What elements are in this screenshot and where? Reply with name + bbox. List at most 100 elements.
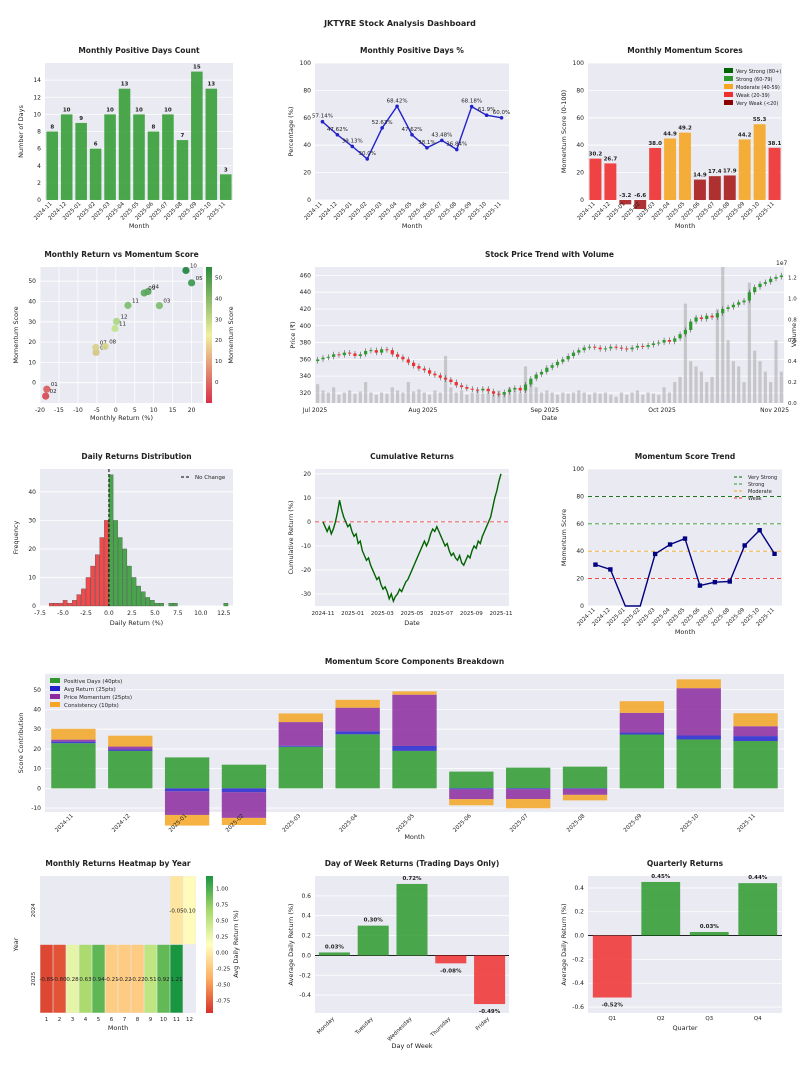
histogram-bin (81, 588, 86, 607)
bar-value-label: 55.3 (753, 117, 767, 123)
x-tick-label: 9 (149, 1017, 153, 1023)
legend-label: Weak (20-39) (736, 93, 770, 99)
data-label: 30.0% (358, 151, 375, 157)
bar-value-label: 49.2 (678, 126, 692, 132)
x-tick-label: Nov 2025 (760, 407, 789, 414)
candle-body (475, 389, 480, 391)
chart-c7: Cumulative Returns Date Cumulative Return … (287, 452, 512, 627)
histogram-bin (150, 600, 155, 607)
x-tick-label: -2.5 (80, 610, 92, 617)
volume-bar (491, 394, 496, 403)
bar-value-label: 13 (121, 82, 129, 88)
y-tick-label: 10 (33, 111, 41, 118)
candle-body (758, 283, 762, 288)
histogram-bin (117, 537, 123, 607)
volume-bar (742, 382, 746, 403)
candle-body (465, 387, 469, 389)
histogram-bin (223, 602, 229, 607)
y-tick-label: 10 (28, 359, 36, 366)
x-tick-label: 5.0 (150, 610, 160, 617)
point-label: 09 (148, 286, 155, 292)
volume-bar (635, 390, 640, 403)
data-point (667, 542, 673, 547)
candle-body (486, 388, 490, 392)
volume-bar (396, 390, 400, 403)
data-label: 43.48% (431, 132, 452, 138)
x-axis-label: Month (108, 1024, 128, 1032)
stacked-segment (619, 732, 665, 735)
bar-value-label: 0.45% (651, 874, 671, 880)
candle-body (374, 350, 378, 353)
candle-body (396, 354, 400, 357)
y-tick-label: 440 (300, 289, 312, 296)
legend-label: Very Strong (80+) (736, 69, 781, 75)
scatter-point (112, 317, 121, 325)
y-tick-label: 320 (300, 390, 312, 397)
data-point (757, 528, 762, 533)
histogram-bin (136, 585, 141, 607)
legend-swatch (50, 686, 60, 691)
y-tick-label: 20 (303, 170, 311, 177)
volume-bar (593, 392, 597, 403)
x-tick-label: Jul 2025 (302, 407, 328, 414)
y-axis-label: Momentum Score (560, 509, 568, 566)
bar-value-label: 44.2 (738, 132, 752, 138)
heatmap-value: 0.10 (183, 908, 196, 914)
y-tick-label: 0.4 (301, 913, 311, 920)
bar-value-label: 9 (79, 116, 83, 122)
stacked-segment (108, 735, 153, 747)
volume-bar (529, 382, 533, 403)
volume-bar (721, 267, 725, 403)
stacked-segment (164, 757, 210, 789)
stacked-segment (619, 712, 665, 733)
stacked-segment (562, 794, 608, 801)
stacked-segment (108, 750, 153, 789)
colorbar-tick: 0.50 (216, 919, 229, 925)
stacked-segment (506, 788, 551, 790)
volume-bar (609, 394, 613, 403)
y2-exponent: 1e7 (776, 260, 788, 267)
stacked-segment (221, 764, 267, 789)
x-tick-label: 2025-09 (623, 813, 644, 834)
chart-c4: Monthly Return vs Momentum Score Monthly … (12, 250, 235, 422)
histogram-bin (131, 577, 137, 607)
chart-c9: Momentum Score Components Breakdown Month… (17, 657, 784, 841)
stacked-segment (733, 741, 778, 789)
legend: Very Strong (80+) Strong (60-79) Moderate … (724, 68, 781, 107)
x-axis-label: Month (404, 833, 424, 841)
point-label: 03 (163, 299, 170, 305)
y-tick-label: 4 (37, 163, 41, 170)
y-tick-label: 50 (28, 278, 36, 285)
candle-body (406, 359, 410, 363)
y-tick-label: 340 (300, 373, 312, 380)
volume-bar (550, 392, 554, 403)
data-point (608, 567, 613, 572)
y-axis-label: Momentum Score (0-100) (560, 90, 568, 173)
colorbar-tick: 1.00 (216, 887, 229, 893)
heatmap-cell (170, 944, 183, 1013)
x-axis-label: Daily Return (%) (110, 619, 163, 627)
y-tick-label: 20 (576, 576, 584, 583)
bar-value-label: 6 (94, 142, 98, 148)
volume-bar (726, 340, 730, 403)
bar (634, 200, 647, 210)
stacked-segment (108, 749, 153, 751)
bar (147, 131, 160, 200)
x-tick-label: -7.5 (34, 610, 46, 617)
y-tick-label: 400 (300, 323, 312, 330)
volume-bar (539, 392, 544, 403)
bar-value-label: 0.44% (748, 875, 768, 881)
candle-body (417, 366, 421, 369)
volume-bar (779, 371, 783, 403)
colorbar (206, 267, 212, 403)
y-axis-label: Cumulative Return (%) (287, 500, 295, 574)
histogram-bin (122, 548, 128, 607)
data-point (469, 104, 474, 109)
y-tick-label: 20 (576, 170, 584, 177)
candle-body (348, 352, 352, 354)
volume-bar (587, 394, 592, 403)
volume-bar (502, 392, 506, 403)
legend-label: Strong (60-79) (736, 77, 773, 83)
candle-body (459, 385, 464, 388)
